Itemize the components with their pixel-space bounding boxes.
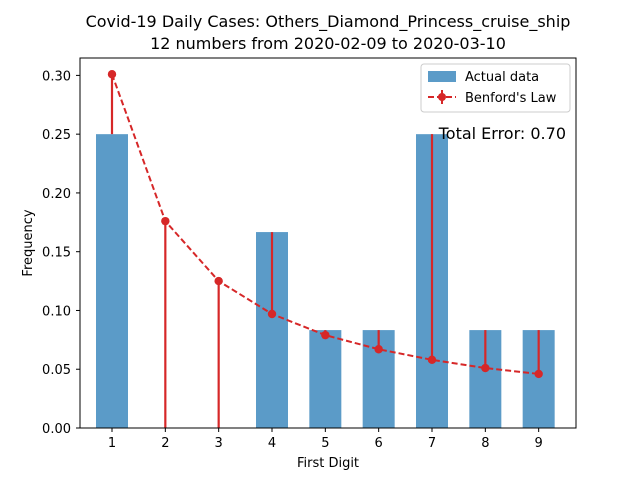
y-tick-label: 0.05 (42, 363, 71, 378)
x-tick-label: 6 (375, 436, 383, 451)
legend-benford-label: Benford's Law (465, 91, 557, 106)
y-tick-label: 0.00 (42, 422, 71, 437)
x-axis-ticks: 1 2 3 4 5 6 7 8 9 (108, 428, 543, 451)
benford-marker-digit-8 (481, 363, 490, 373)
x-tick-label: 9 (535, 436, 543, 451)
benford-marker-digit-9 (534, 369, 543, 379)
legend-box (420, 63, 571, 113)
x-tick-label: 7 (428, 436, 436, 451)
benford-marker-digit-4 (267, 309, 277, 319)
chart-subtitle: 12 numbers from 2020-02-09 to 2020-03-10 (150, 34, 506, 53)
y-axis-ticks: 0.00 0.05 0.10 0.15 0.20 0.25 0.30 (42, 69, 80, 437)
x-tick-label: 1 (108, 436, 116, 451)
error-stems-group (110, 74, 540, 428)
benford-marker-digit-7 (427, 355, 437, 365)
legend-actual-swatch (428, 71, 456, 82)
x-tick-label: 8 (481, 436, 489, 451)
total-error-annotation: Total Error: 0.70 (438, 124, 566, 143)
y-tick-label: 0.20 (42, 187, 71, 202)
y-tick-label: 0.25 (42, 128, 71, 143)
benford-marker-digit-3 (214, 276, 223, 286)
y-tick-label: 0.30 (42, 69, 71, 84)
benford-markers-group (107, 70, 543, 379)
benford-marker-digit-1 (107, 70, 117, 79)
y-tick-label: 0.10 (42, 304, 71, 319)
plot-frame (79, 57, 577, 429)
legend: Actual data Benford's Law (420, 63, 571, 113)
bar-digit-1 (96, 134, 128, 428)
legend-actual-label: Actual data (465, 70, 539, 85)
bar-digit-5 (309, 330, 342, 428)
x-tick-label: 2 (161, 436, 169, 451)
x-axis-label: First Digit (297, 456, 359, 471)
benford-marker-digit-2 (161, 216, 170, 226)
y-tick-label: 0.15 (42, 246, 71, 261)
x-tick-label: 3 (215, 436, 223, 451)
x-tick-label: 5 (321, 436, 329, 451)
benford-marker-digit-5 (321, 330, 330, 340)
legend-benford-marker (438, 93, 446, 101)
chart-title: Covid-19 Daily Cases: Others_Diamond_Pri… (86, 12, 571, 32)
x-tick-label: 4 (268, 436, 276, 451)
benford-line (111, 73, 539, 375)
y-axis-label: Frequency (21, 209, 36, 276)
benford-marker-digit-6 (374, 345, 383, 354)
